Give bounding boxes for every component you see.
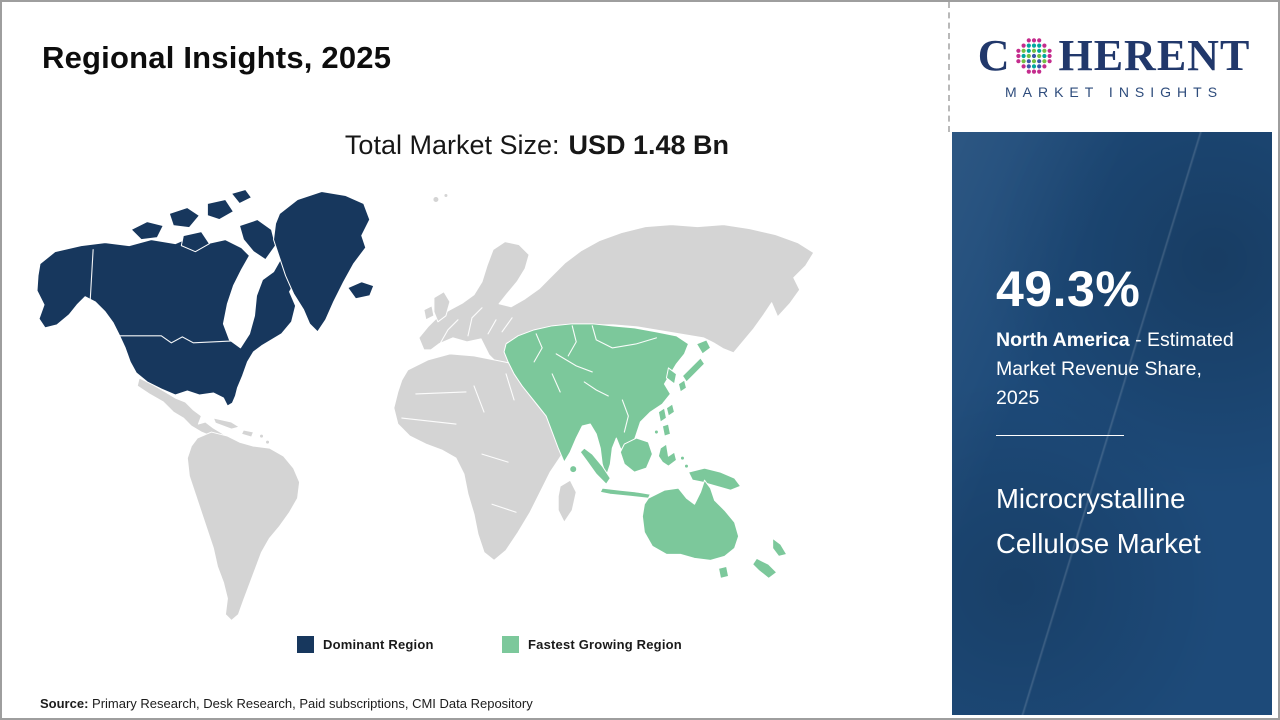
world-map — [35, 185, 917, 627]
source-label: Source: — [40, 696, 89, 711]
country-borders — [89, 249, 657, 513]
source-line: Source: Primary Research, Desk Research,… — [40, 696, 533, 711]
page-title: Regional Insights, 2025 — [42, 40, 392, 75]
brand-letter-c: C — [977, 31, 1011, 80]
market-share-region: North America — [996, 329, 1130, 351]
map-legend: Dominant Region Fastest Growing Region — [37, 636, 917, 662]
market-share-description-rest: - Estimated Market Revenue Share, 2025 — [996, 329, 1234, 409]
dominant-region-swatch — [297, 636, 314, 653]
total-market-size-value: USD 1.48 Bn — [568, 130, 730, 160]
brand-logo: C HERENT MARKET INSIGHTS — [948, 2, 1278, 132]
market-name: Microcrystalline Cellulose Market — [996, 483, 1201, 559]
total-market-size: Total Market Size: USD 1.48 Bn — [97, 130, 977, 161]
legend-item-fastest-growing: Fastest Growing Region — [502, 636, 682, 653]
fastest-growing-region-label: Fastest Growing Region — [528, 637, 682, 652]
market-share-description: North America - Estimated Market Revenue… — [996, 326, 1248, 413]
market-share-value: 49.3% — [996, 261, 1141, 317]
brand-letters-herent: HERENT — [1058, 31, 1251, 80]
fastest-growing-region-swatch — [502, 636, 519, 653]
region-fastest-growing-asia-pacific — [503, 323, 788, 579]
world-map-svg — [36, 189, 815, 621]
dominant-region-label: Dominant Region — [323, 637, 434, 652]
source-text: Primary Research, Desk Research, Paid su… — [88, 696, 533, 711]
total-market-size-label: Total Market Size: — [344, 130, 560, 160]
dotted-globe-icon — [1016, 38, 1053, 74]
region-dominant-north-america — [36, 189, 375, 407]
brand-tagline: MARKET INSIGHTS — [1004, 84, 1224, 100]
brand-wordmark: C HERENT — [978, 34, 1251, 78]
sidebar-divider — [996, 435, 1124, 436]
highlight-sidebar: 49.3% North America - Estimated Market R… — [952, 132, 1272, 715]
legend-item-dominant: Dominant Region — [297, 636, 434, 653]
